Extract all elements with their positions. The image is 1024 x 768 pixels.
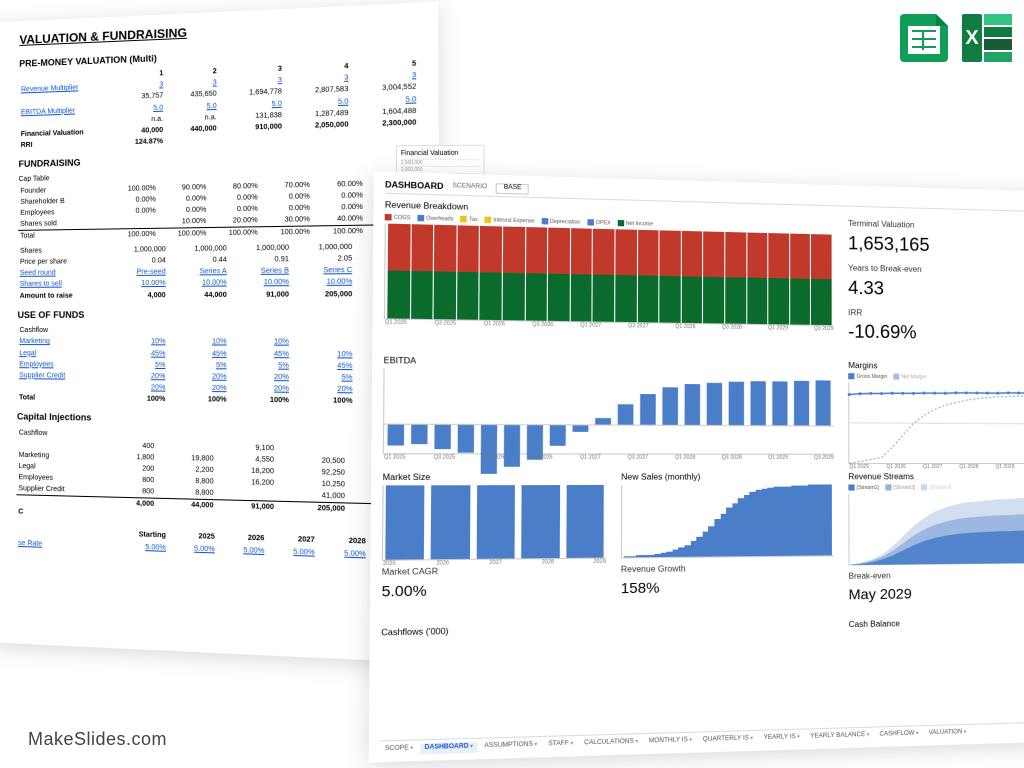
- dashboard-sheet: DASHBOARD SCENARIO BASE Revenue Breakdow…: [369, 171, 1024, 762]
- shares-table: Shares1,000,0001,000,0001,000,0001,000,0…: [18, 241, 419, 302]
- tab-dashboard[interactable]: DASHBOARD: [420, 742, 478, 754]
- margins-chart: Margins Gross MarginNet Margin Q1 2025Q1…: [848, 361, 1024, 464]
- tab-cashflow[interactable]: CASHFLOW: [875, 729, 922, 740]
- ebitda-chart: EBITDA Q1 2025Q3 2025Q1 2026Q3 2026Q1 20…: [383, 355, 834, 464]
- app-icons: X: [900, 14, 1010, 62]
- breakeven-value: May 2029: [849, 582, 1024, 603]
- tab-assumptions[interactable]: ASSUMPTIONS: [480, 740, 542, 752]
- tab-staff[interactable]: STAFF: [544, 739, 578, 750]
- tab-quarterly is[interactable]: QUARTERLY IS: [698, 734, 757, 746]
- microsoft-excel-icon: X: [962, 14, 1010, 62]
- cap-table: Founder100.00%90.00%80.00%70.00%60.00%50…: [18, 177, 419, 242]
- brand-watermark: MakeSlides.com: [28, 729, 167, 750]
- tab-calculations[interactable]: CALCULATIONS: [580, 738, 643, 750]
- use-of-funds-table: CashflowMarketing10%10%10%Legal45%45%45%…: [17, 325, 419, 408]
- scenario-selector[interactable]: BASE: [496, 184, 529, 195]
- dashboard-title: DASHBOARD: [385, 180, 444, 193]
- premoney-table: 12345Revenue Multiplier3333335,757435,65…: [19, 59, 419, 152]
- tab-yearly balance[interactable]: YEARLY BALANCE: [806, 731, 873, 743]
- tab-scope[interactable]: SCOPE: [380, 744, 418, 756]
- cashflows-label: Cashflows ('000): [381, 620, 834, 641]
- kpi-panel: Terminal Valuation 1,653,165 Years to Br…: [848, 213, 1024, 355]
- irr-value: -10.69%: [848, 321, 1024, 347]
- google-sheets-icon: [900, 14, 948, 62]
- revenue-growth-value: 158%: [621, 576, 834, 598]
- terminal-valuation-value: 1,653,165: [848, 232, 1024, 260]
- years-breakeven-value: 4.33: [848, 276, 1024, 303]
- scenario-label: SCENARIO: [452, 183, 487, 192]
- section-use-of-funds: USE OF FUNDS: [18, 308, 420, 321]
- section-capital-injections: Capital Injections: [17, 411, 420, 428]
- tab-monthly is[interactable]: MONTHLY IS: [645, 736, 697, 748]
- sheet-tabs[interactable]: SCOPEDASHBOARDASSUMPTIONSSTAFFCALCULATIO…: [380, 722, 1024, 756]
- market-size-chart: Market Size 20252026202720282029 Market …: [381, 472, 606, 619]
- new-sales-chart: New Sales (monthly) Revenue Growth 158%: [621, 472, 834, 615]
- revenue-streams-chart: Revenue Streams [Stream1][Stream2][Strea…: [848, 472, 1024, 611]
- tab-valuation[interactable]: VALUATION: [925, 728, 971, 739]
- cash-balance-label: Cash Balance: [849, 616, 1024, 632]
- capital-injections-table: Cashflow4009,100Marketing1,80019,8004,55…: [16, 427, 420, 529]
- revenue-breakdown-chart: Revenue Breakdown COGSOverheadsTaxIntere…: [384, 201, 834, 353]
- tab-yearly is[interactable]: YEARLY IS: [759, 733, 804, 745]
- market-cagr-value: 5.00%: [382, 578, 606, 600]
